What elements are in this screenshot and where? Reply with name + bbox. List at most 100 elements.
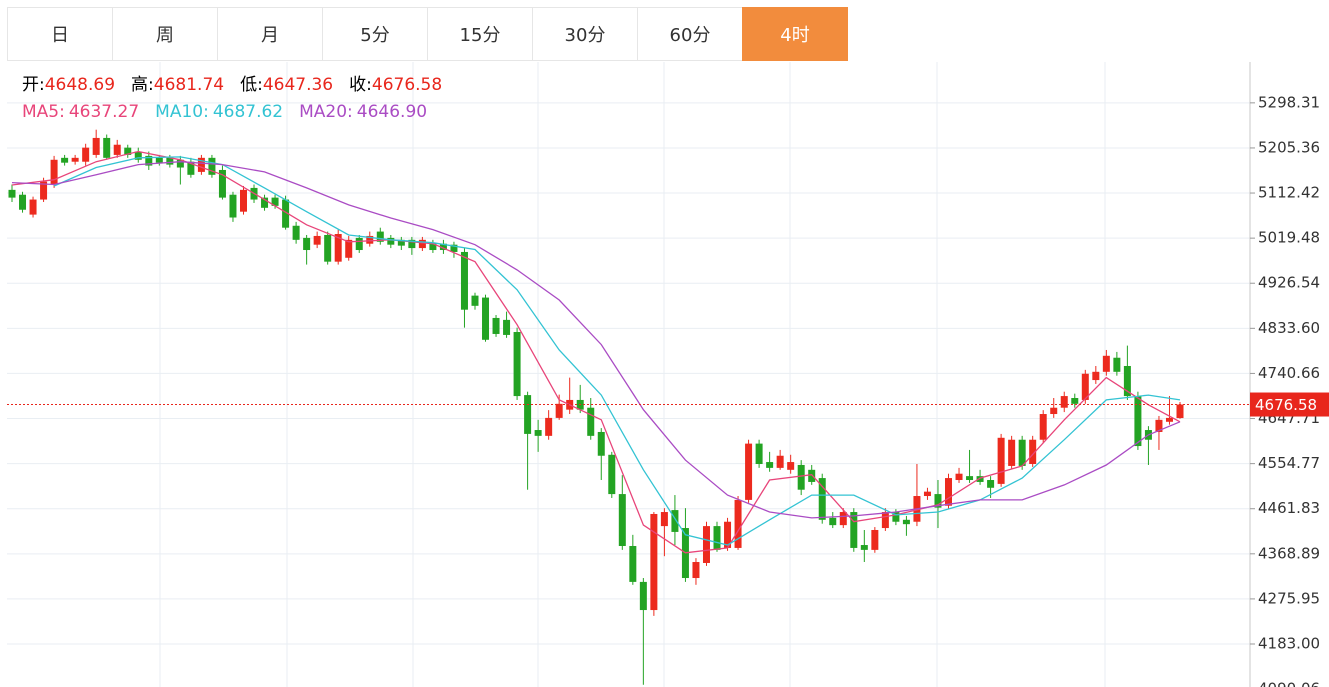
candle-body: [1092, 371, 1100, 381]
candle-body: [587, 407, 595, 436]
candle-body: [145, 155, 153, 166]
candle-body: [987, 480, 995, 488]
tab[interactable]: 周: [112, 7, 218, 61]
candle-body: [808, 469, 816, 482]
candle-body: [61, 157, 69, 163]
candle-body: [776, 455, 784, 468]
y-tick-label: 5205.36: [1258, 138, 1320, 156]
candle-body: [597, 431, 605, 456]
candle-body: [324, 234, 332, 262]
candle-body: [892, 512, 900, 522]
candle-body: [524, 395, 532, 434]
candle-body: [1134, 396, 1142, 447]
ma-value: 4687.62: [212, 102, 284, 122]
candle-body: [671, 510, 679, 532]
candle-body: [197, 157, 205, 172]
candle-body: [1071, 398, 1079, 404]
candle-body: [229, 194, 237, 218]
candle-body: [955, 473, 963, 481]
candle-body: [934, 494, 942, 508]
y-tick-label: 4833.60: [1258, 319, 1320, 337]
ma-line: [53, 156, 1181, 546]
candle-body: [745, 443, 753, 500]
candle-body: [902, 519, 910, 525]
candle-body: [976, 476, 984, 482]
ohlc-value: 4647.36: [262, 75, 334, 95]
candle-body: [460, 251, 468, 310]
candle-body: [113, 144, 121, 155]
y-tick-label: 4183.00: [1258, 635, 1320, 653]
candle-body: [1060, 396, 1068, 408]
candle-body: [408, 239, 416, 249]
candle-body: [376, 231, 384, 242]
candle-body: [818, 478, 826, 520]
tab[interactable]: 5分: [322, 7, 428, 61]
candle-body: [92, 137, 100, 155]
current-price-box: [1250, 392, 1329, 417]
candle-body: [19, 194, 27, 210]
candle-body: [650, 513, 658, 611]
candle-body: [134, 151, 142, 160]
candle-body: [166, 157, 174, 165]
tab[interactable]: 4时: [742, 7, 848, 61]
candle-body: [1050, 407, 1058, 415]
candle-body: [271, 197, 279, 206]
candle-body: [71, 157, 79, 162]
candle-body: [881, 512, 889, 529]
ma-label: MA5:: [22, 102, 65, 122]
candle-body: [334, 234, 342, 262]
candle-body: [513, 332, 521, 397]
tab[interactable]: 日: [7, 7, 113, 61]
y-tick-label: 5019.48: [1258, 229, 1320, 247]
y-tick-label: 4740.66: [1258, 364, 1320, 382]
candle-body: [355, 237, 363, 251]
y-tick-label: 4554.77: [1258, 454, 1320, 472]
candle-body: [860, 545, 868, 550]
candle-body: [997, 437, 1005, 484]
candle-body: [534, 430, 542, 436]
tab[interactable]: 30分: [532, 7, 638, 61]
candle-body: [345, 239, 353, 258]
candle-body: [155, 157, 163, 163]
candle-body: [397, 239, 405, 246]
candle-body: [1113, 357, 1121, 372]
candle-body: [945, 478, 953, 506]
candle-body: [1081, 373, 1089, 400]
tab[interactable]: 60分: [637, 7, 743, 61]
ohlc-value: 4681.74: [153, 75, 225, 95]
candle-body: [50, 159, 58, 185]
candle-body: [439, 243, 447, 251]
candle-body: [608, 454, 616, 495]
candle-body: [629, 545, 637, 582]
y-tick-label: 4275.95: [1258, 589, 1320, 607]
candle-body: [482, 297, 490, 340]
candle-body: [187, 161, 195, 175]
candle-body: [966, 476, 974, 481]
candle-body: [239, 189, 247, 212]
candle-body: [618, 494, 626, 546]
y-tick-label: 4368.89: [1258, 544, 1320, 562]
candle-body: [871, 529, 879, 550]
tab[interactable]: 15分: [427, 7, 533, 61]
candle-body: [660, 512, 668, 527]
candle-body: [176, 159, 184, 168]
candle-body: [471, 295, 479, 306]
candle-body: [303, 237, 311, 251]
candle-body: [124, 147, 132, 155]
ohlc-label: 低:: [240, 75, 263, 95]
candle-body: [829, 517, 837, 526]
candle-body: [692, 562, 700, 579]
candle-body: [313, 235, 321, 245]
candle-body: [839, 512, 847, 526]
candle-body: [1176, 404, 1184, 419]
current-price-label: 4676.58: [1255, 396, 1317, 414]
ohlc-label: 开:: [22, 75, 45, 95]
candle-body: [387, 237, 395, 245]
ma-line: [11, 161, 1181, 519]
ma-value: 4646.90: [356, 102, 428, 122]
ohlc-value: 4648.69: [44, 75, 116, 95]
tab[interactable]: 月: [217, 7, 323, 61]
ohlc-row: 开:4648.69 高:4681.74 低:4647.36 收:4676.58: [22, 72, 458, 99]
ohlc-label: 收:: [349, 75, 372, 95]
